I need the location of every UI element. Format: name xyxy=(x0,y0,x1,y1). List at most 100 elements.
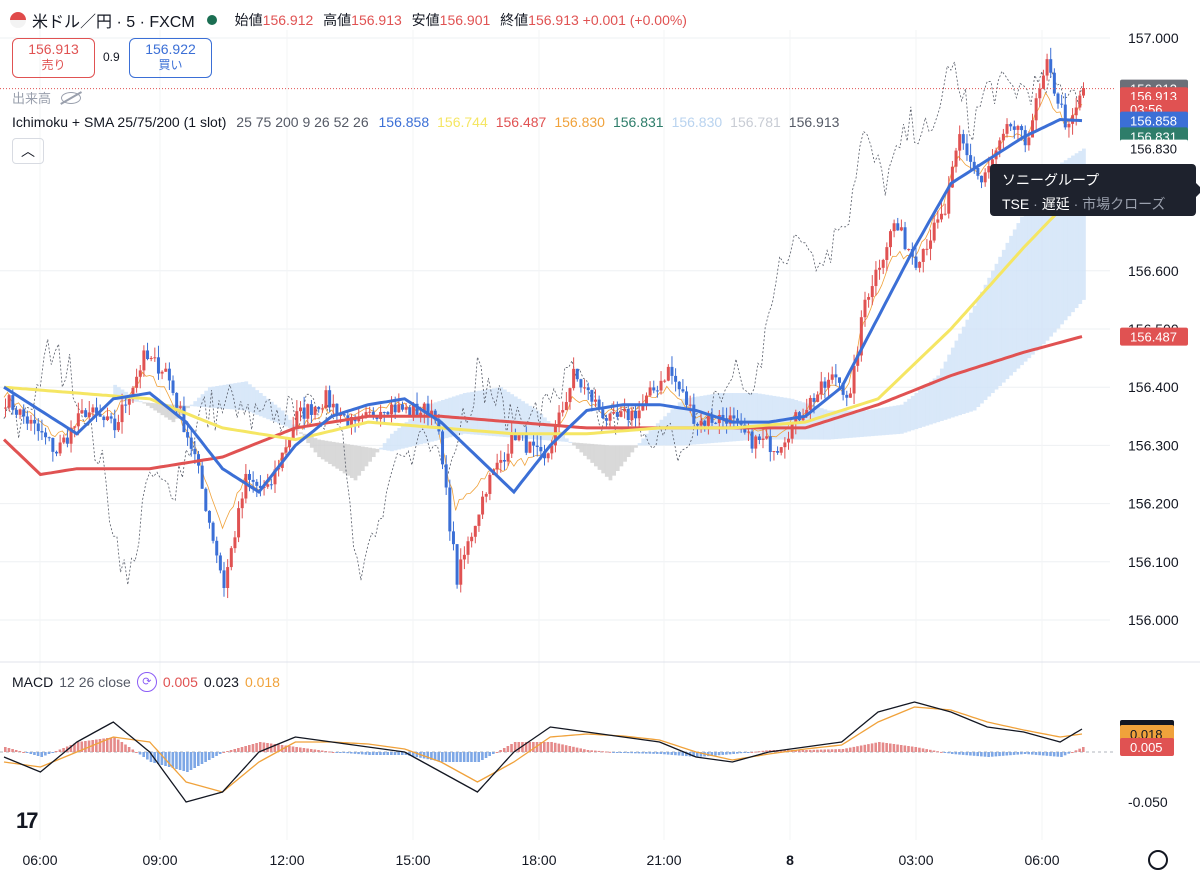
macd-histogram-bar xyxy=(805,750,808,752)
indicator-legend[interactable]: Ichimoku + SMA 25/75/200 (1 slot) 25 75 … xyxy=(12,114,853,130)
settings-gear-icon[interactable] xyxy=(1148,850,1168,870)
macd-histogram-bar xyxy=(644,752,648,754)
candle-body xyxy=(754,436,758,449)
cloud-segment xyxy=(390,433,394,452)
candle-body xyxy=(830,374,834,380)
cloud-segment xyxy=(743,393,748,441)
macd-histogram-bar xyxy=(80,741,84,752)
tradingview-logo-icon[interactable]: 17 xyxy=(16,808,39,833)
macd-histogram-bar xyxy=(575,747,579,752)
candle-body xyxy=(1052,72,1056,94)
candle-body xyxy=(601,409,605,419)
macd-histogram-bar xyxy=(961,752,965,755)
time-axis-label: 21:00 xyxy=(646,852,681,868)
cloud-segment xyxy=(1034,191,1039,352)
volume-indicator-row[interactable]: 出来高 xyxy=(12,88,82,107)
candle-body xyxy=(84,410,88,418)
candle-body xyxy=(1049,59,1053,73)
macd-histogram-bar xyxy=(757,751,761,753)
cloud-segment xyxy=(411,416,416,446)
hidden-eye-icon[interactable] xyxy=(61,91,82,104)
macd-histogram-bar xyxy=(543,742,546,752)
cloud-segment xyxy=(495,387,500,437)
indicator-value-3: 156.830 xyxy=(554,114,605,130)
candle-body xyxy=(586,387,590,391)
macd-histogram-bar xyxy=(768,750,772,752)
sync-icon[interactable]: ⟳ xyxy=(136,672,157,692)
candle-body xyxy=(218,555,222,571)
chevron-up-icon[interactable]: ︿ xyxy=(12,138,44,164)
macd-histogram-bar xyxy=(1045,752,1049,756)
candle-body xyxy=(4,407,7,409)
candle-body xyxy=(484,493,488,497)
cloud-segment xyxy=(1082,148,1086,300)
macd-histogram-bar xyxy=(266,743,269,752)
sell-button[interactable]: 156.913 売り xyxy=(12,38,95,78)
macd-histogram-bar xyxy=(317,750,320,752)
time-axis-label: 06:00 xyxy=(1024,852,1059,868)
macd-histogram-bar xyxy=(695,752,699,757)
cloud-segment xyxy=(375,448,380,453)
macd-histogram-bar xyxy=(411,752,415,757)
candle-body xyxy=(929,240,933,249)
candle-body xyxy=(186,432,190,438)
candle-body xyxy=(972,161,976,169)
macd-histogram-bar xyxy=(1012,752,1016,755)
candle-body xyxy=(612,412,616,414)
macd-histogram-bar xyxy=(990,752,994,757)
candle-body xyxy=(761,438,765,440)
macd-histogram-bar xyxy=(754,751,757,753)
candle-body xyxy=(288,438,292,448)
cloud-segment xyxy=(513,396,518,438)
candle-body xyxy=(1009,124,1013,127)
macd-histogram-bar xyxy=(572,746,575,752)
cloud-segment xyxy=(481,390,485,436)
macd-histogram-bar xyxy=(4,747,7,752)
cloud-segment xyxy=(837,410,842,439)
candle-body xyxy=(178,406,182,408)
indicator-name: Ichimoku + SMA 25/75/200 (1 slot) xyxy=(12,114,227,130)
candle-body xyxy=(18,409,22,415)
candle-body xyxy=(124,404,128,406)
macd-histogram-bar xyxy=(539,742,542,752)
cloud-segment xyxy=(634,445,638,448)
candle-body xyxy=(131,387,135,400)
cloud-segment xyxy=(371,448,376,458)
macd-histogram-bar xyxy=(561,744,564,752)
cloud-segment xyxy=(255,390,260,415)
candle-body xyxy=(823,381,827,388)
macd-histogram-bar xyxy=(499,750,502,752)
macd-histogram-bar xyxy=(604,751,608,753)
tooltip-sep: · xyxy=(1073,196,1079,212)
cloud-segment xyxy=(262,395,267,418)
macd-legend[interactable]: MACD 12 26 close ⟳ 0.005 0.023 0.018 xyxy=(12,672,280,692)
macd-histogram-bar xyxy=(506,746,510,752)
cloud-segment xyxy=(539,413,544,440)
candle-body xyxy=(226,567,230,589)
candle-body xyxy=(80,410,84,414)
candle-body xyxy=(430,410,434,418)
macd-histogram-bar xyxy=(965,752,969,756)
candle-body xyxy=(976,168,980,176)
candle-body xyxy=(295,411,299,428)
candle-body xyxy=(983,172,987,183)
macd-histogram-bar xyxy=(29,752,33,754)
macd-histogram-bar xyxy=(433,752,437,761)
candle-body xyxy=(827,379,831,388)
cloud-segment xyxy=(313,438,318,453)
candle-body xyxy=(626,408,630,421)
macd-histogram-bar xyxy=(349,752,353,754)
cloud-segment xyxy=(896,405,901,435)
candle-body xyxy=(258,485,262,488)
macd-histogram-bar xyxy=(652,752,655,754)
candle-body xyxy=(400,404,404,410)
candle-body xyxy=(553,426,557,446)
symbol-title[interactable]: 米ドル／円 · 5 · FXCM xyxy=(32,14,195,31)
macd-histogram-bar xyxy=(608,751,612,753)
candle-body xyxy=(1041,75,1045,89)
candle-body xyxy=(29,419,33,424)
macd-histogram-bar xyxy=(371,752,375,755)
candle-body xyxy=(918,261,922,268)
buy-button[interactable]: 156.922 買い xyxy=(129,38,212,78)
